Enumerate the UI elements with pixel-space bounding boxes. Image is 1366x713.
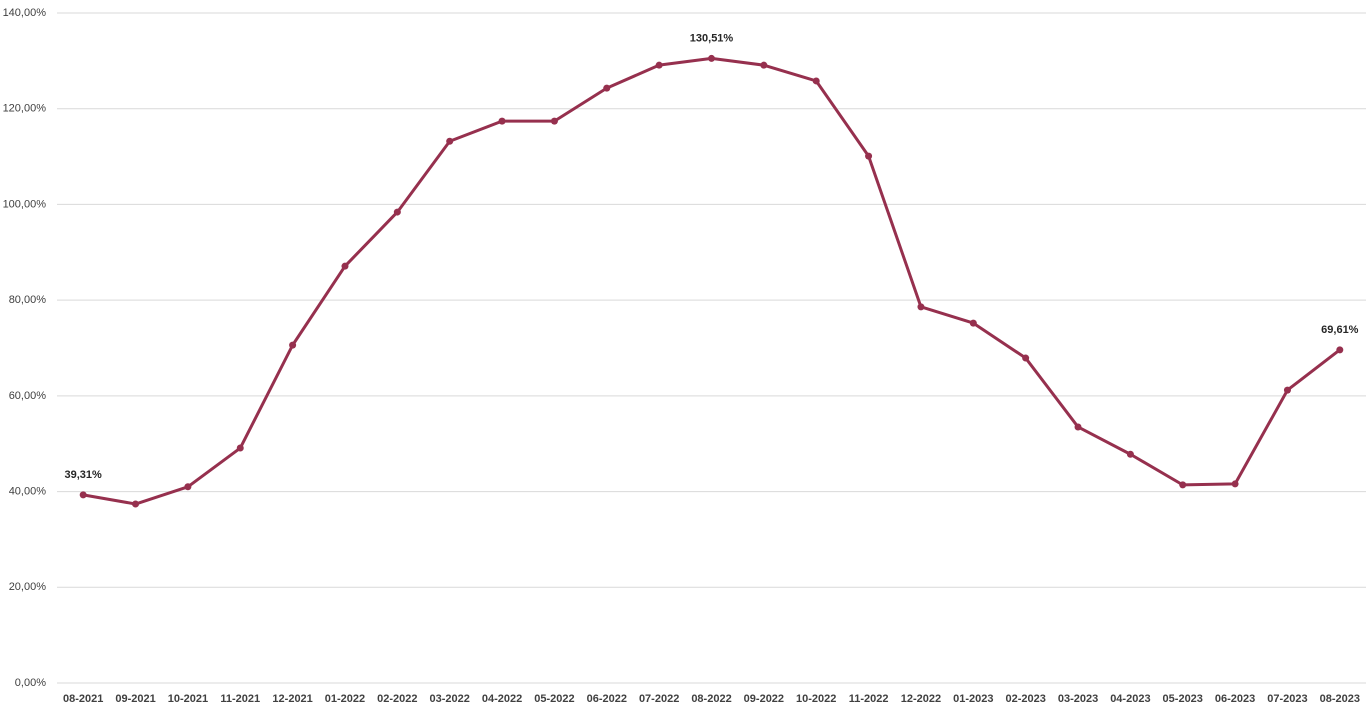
y-tick-label: 80,00% — [9, 294, 47, 306]
marker — [1336, 346, 1344, 354]
data-label: 39,31% — [65, 469, 103, 481]
y-tick-label: 40,00% — [9, 485, 47, 497]
y-tick-label: 120,00% — [3, 103, 47, 115]
x-tick-label: 08-2023 — [1320, 693, 1360, 705]
x-tick-label: 09-2021 — [115, 693, 155, 705]
x-tick-label: 04-2023 — [1110, 693, 1150, 705]
x-tick-label: 06-2022 — [587, 693, 627, 705]
marker — [1126, 450, 1134, 458]
marker — [341, 262, 349, 270]
x-tick-label: 05-2022 — [534, 693, 574, 705]
marker — [1179, 481, 1187, 489]
x-tick-label: 07-2023 — [1267, 693, 1307, 705]
x-tick-label: 12-2021 — [272, 693, 312, 705]
x-tick-label: 11-2022 — [849, 693, 889, 705]
marker — [289, 341, 297, 349]
y-tick-label: 60,00% — [9, 390, 47, 402]
marker — [760, 61, 768, 69]
marker — [393, 208, 401, 216]
x-tick-label: 09-2022 — [744, 693, 784, 705]
x-tick-label: 03-2023 — [1058, 693, 1098, 705]
marker — [603, 84, 611, 92]
x-tick-label: 03-2022 — [430, 693, 470, 705]
marker — [550, 117, 558, 125]
x-tick-label: 10-2022 — [796, 693, 836, 705]
x-tick-label: 04-2022 — [482, 693, 522, 705]
x-tick-label: 12-2022 — [901, 693, 941, 705]
x-tick-label: 01-2022 — [325, 693, 365, 705]
y-tick-label: 140,00% — [3, 7, 47, 19]
marker — [969, 319, 977, 327]
y-tick-label: 100,00% — [3, 198, 47, 210]
marker — [446, 137, 454, 145]
marker — [865, 152, 873, 160]
marker — [812, 77, 820, 85]
marker — [236, 444, 244, 452]
y-tick-label: 0,00% — [15, 677, 46, 689]
marker — [917, 303, 925, 311]
x-tick-label: 02-2022 — [377, 693, 417, 705]
x-tick-label: 02-2023 — [1005, 693, 1045, 705]
x-tick-label: 01-2023 — [953, 693, 993, 705]
line — [82, 56, 1341, 506]
marker — [1074, 423, 1082, 431]
x-tick-label: 06-2023 — [1215, 693, 1255, 705]
y-tick-label: 20,00% — [9, 581, 47, 593]
x-tick-label: 10-2021 — [168, 693, 208, 705]
x-tick-label: 11-2021 — [220, 693, 260, 705]
x-tick-label: 08-2021 — [63, 693, 103, 705]
marker — [79, 491, 87, 499]
marker — [132, 500, 140, 508]
x-tick-label: 05-2023 — [1163, 693, 1203, 705]
data-label: 130,51% — [690, 32, 734, 44]
x-tick-label: 07-2022 — [639, 693, 679, 705]
marker — [498, 117, 506, 125]
marker — [1022, 354, 1030, 362]
data-label: 69,61% — [1321, 324, 1359, 336]
marker — [708, 54, 715, 62]
marker — [184, 483, 192, 491]
x-tick-label: 08-2022 — [691, 693, 731, 705]
marker — [1283, 386, 1291, 394]
marker — [1231, 480, 1239, 488]
marker — [655, 61, 663, 69]
